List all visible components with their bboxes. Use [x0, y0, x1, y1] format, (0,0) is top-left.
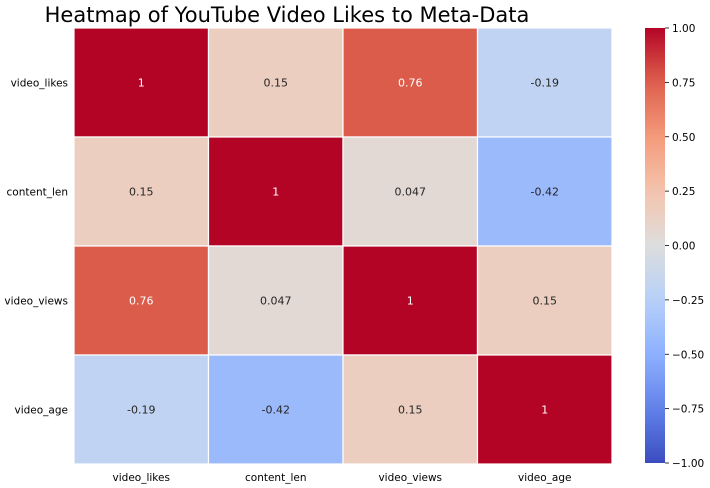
- chart-title: Heatmap of YouTube Video Likes to Meta-D…: [45, 3, 530, 27]
- colorbar-tick-label: 1.00: [672, 23, 695, 35]
- heatmap-cell: [342, 27, 479, 138]
- colorbar-tick-label: 0.25: [672, 186, 695, 198]
- colorbar-tick-label: 0.50: [672, 132, 695, 144]
- x-axis-tick-labels: video_likes content_len video_views video_a…: [113, 472, 572, 484]
- cell-value-label: -0.19: [531, 77, 559, 90]
- heatmap-cell: [476, 354, 613, 465]
- cell-value-label: 1: [407, 295, 414, 308]
- heatmap-cell: [476, 136, 613, 247]
- y-tick-label: video_likes: [11, 78, 68, 90]
- colorbar-tick-label: −0.50: [672, 349, 704, 361]
- x-tick-label: content_len: [245, 472, 306, 484]
- cell-value-label: 0.76: [129, 295, 154, 308]
- cell-value-label: 0.15: [398, 404, 423, 417]
- y-axis-tick-labels: video_likes content_len video_views video_a…: [4, 78, 68, 417]
- x-tick-label: video_age: [518, 472, 572, 484]
- heatmap-cell: [207, 354, 344, 465]
- y-tick-label: video_views: [4, 296, 68, 308]
- x-tick-label: video_views: [378, 472, 442, 484]
- y-tick-label: content_len: [7, 187, 68, 199]
- heatmap-cell: [73, 27, 210, 138]
- colorbar-gradient: [645, 28, 665, 463]
- cell-value-label: 0.15: [533, 295, 558, 308]
- cell-value-label: 0.15: [264, 77, 289, 90]
- heatmap-cell-labels: 1 0.15 0.76 -0.19 0.15 1 0.047 -0.42 0.76 0.047 1 0…: [127, 77, 559, 417]
- heatmap-cell: [207, 27, 344, 138]
- colorbar-tick-label: 0.75: [672, 77, 695, 89]
- heatmap-cell: [207, 245, 344, 356]
- cell-value-label: 0.047: [395, 186, 427, 199]
- cell-value-label: 1: [138, 77, 145, 90]
- colorbar-tick-label: −0.25: [672, 295, 704, 307]
- heatmap-cell: [476, 27, 613, 138]
- cell-value-label: 0.76: [398, 77, 423, 90]
- colorbar-tick-label: 0.00: [672, 241, 695, 253]
- cell-value-label: -0.42: [531, 186, 559, 199]
- colorbar: 1.00 0.75 0.50 0.25 0.00 −0.25 −0.50 −0.75 −1.00: [645, 23, 704, 470]
- heatmap-cell: [207, 136, 344, 247]
- heatmap-cells: [73, 27, 613, 465]
- cell-value-label: 1: [541, 404, 548, 417]
- heatmap-cell: [476, 245, 613, 356]
- cell-value-label: 0.047: [260, 295, 292, 308]
- cell-value-label: 0.15: [129, 186, 154, 199]
- cell-value-label: 1: [272, 186, 279, 199]
- heatmap-cell: [342, 354, 479, 465]
- y-tick-label: video_age: [15, 405, 69, 417]
- cell-value-label: -0.19: [127, 404, 155, 417]
- colorbar-tick-label: −1.00: [672, 458, 704, 470]
- colorbar-tick-label: −0.75: [672, 404, 704, 416]
- heatmap-cell: [73, 354, 210, 465]
- cell-value-label: -0.42: [262, 404, 290, 417]
- x-tick-label: video_likes: [113, 472, 170, 484]
- heatmap-cell: [73, 136, 210, 247]
